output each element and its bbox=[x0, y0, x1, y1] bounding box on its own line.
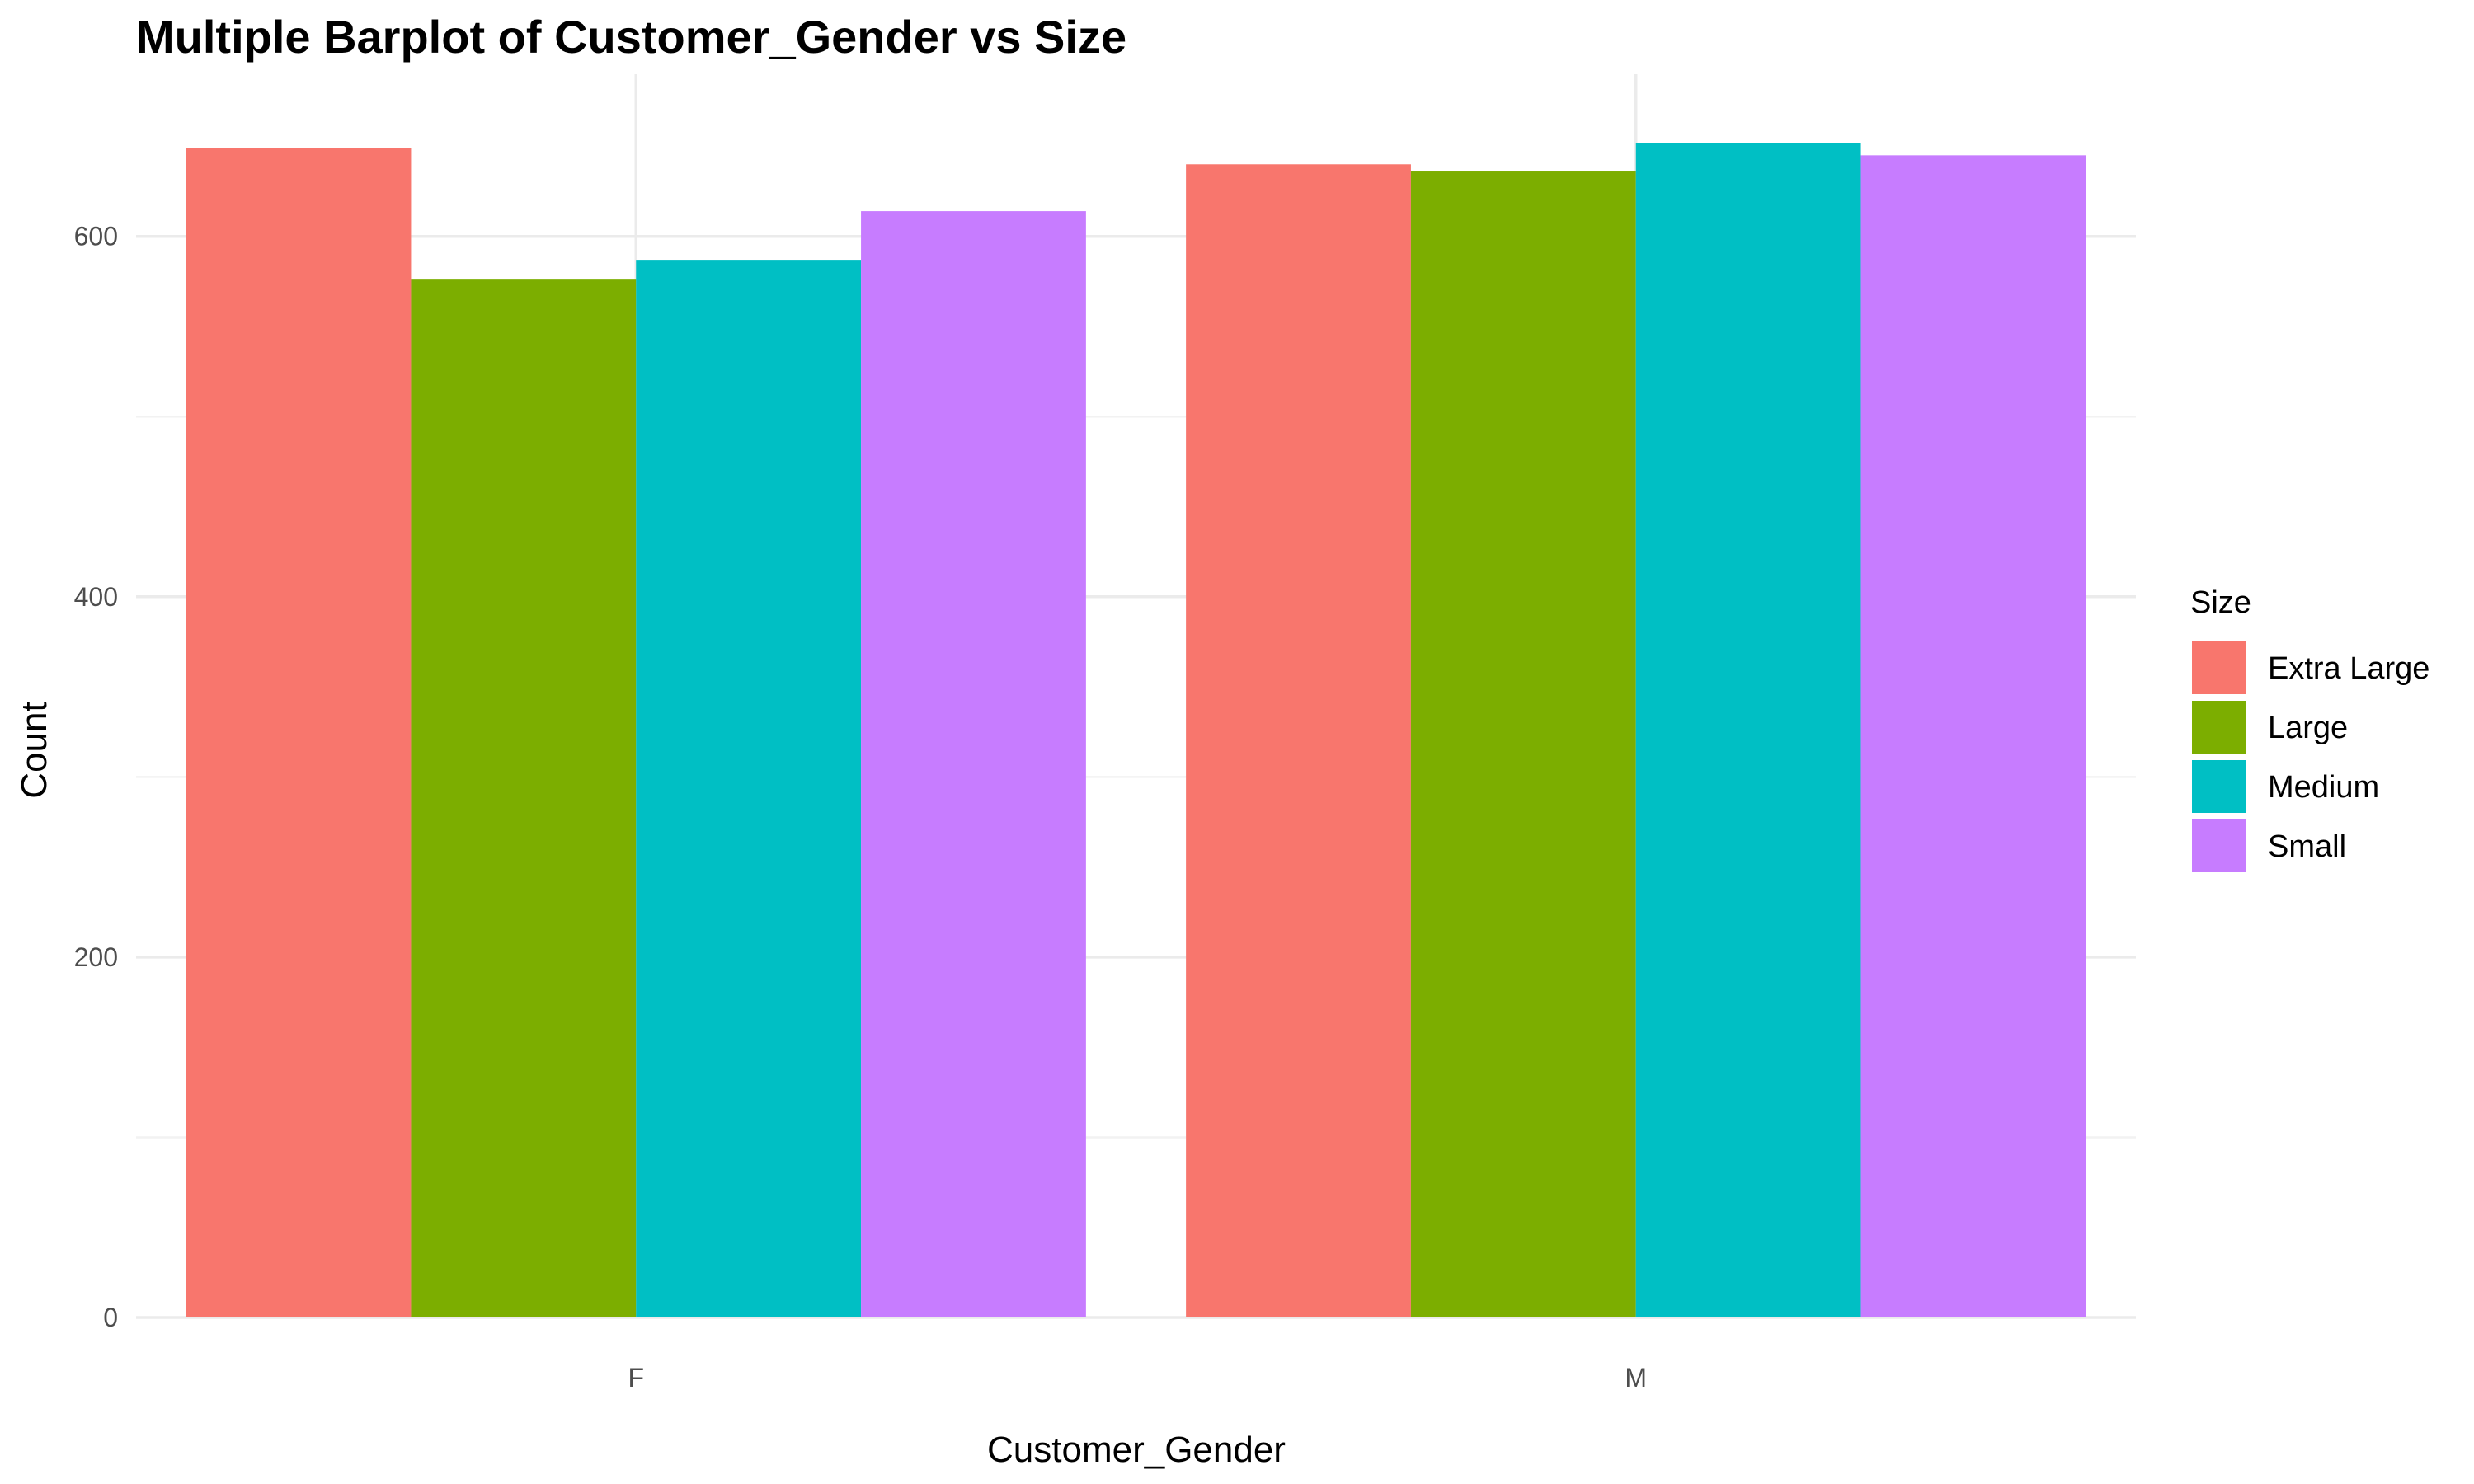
bar-f-extra-large bbox=[186, 148, 412, 1317]
x-tick-label: F bbox=[628, 1363, 644, 1392]
legend-label: Large bbox=[2268, 711, 2348, 745]
y-tick-label: 400 bbox=[74, 582, 118, 612]
legend-key-swatch bbox=[2192, 701, 2246, 754]
bar-f-medium bbox=[636, 260, 862, 1318]
y-tick-label: 0 bbox=[103, 1303, 118, 1332]
legend: Size Extra Large Large Medium Small bbox=[2190, 585, 2429, 872]
bars-layer bbox=[186, 143, 2086, 1318]
y-tick-label: 600 bbox=[74, 222, 118, 251]
x-axis-title: Customer_Gender bbox=[987, 1430, 1286, 1470]
chart-title: Multiple Barplot of Customer_Gender vs S… bbox=[136, 11, 1126, 63]
bar-m-extra-large bbox=[1186, 164, 1411, 1317]
bar-f-large bbox=[411, 279, 637, 1317]
legend-label: Extra Large bbox=[2268, 651, 2429, 686]
bar-m-medium bbox=[1635, 143, 1861, 1317]
bar-m-small bbox=[1860, 155, 2086, 1318]
y-tick-label: 200 bbox=[74, 942, 118, 972]
legend-key-swatch bbox=[2192, 819, 2246, 872]
axis-layer: 0 200 400 600 F M bbox=[74, 222, 1647, 1392]
legend-title: Size bbox=[2190, 585, 2251, 620]
x-tick-label: M bbox=[1625, 1363, 1647, 1392]
legend-label: Small bbox=[2268, 829, 2346, 864]
legend-key-swatch bbox=[2192, 760, 2246, 813]
bar-f-small bbox=[861, 211, 1086, 1318]
legend-label: Medium bbox=[2268, 770, 2379, 805]
legend-key-swatch bbox=[2192, 641, 2246, 694]
legend-items: Extra Large Large Medium Small bbox=[2192, 641, 2429, 872]
y-axis-title: Count bbox=[14, 702, 54, 798]
bar-m-large bbox=[1410, 171, 1636, 1318]
